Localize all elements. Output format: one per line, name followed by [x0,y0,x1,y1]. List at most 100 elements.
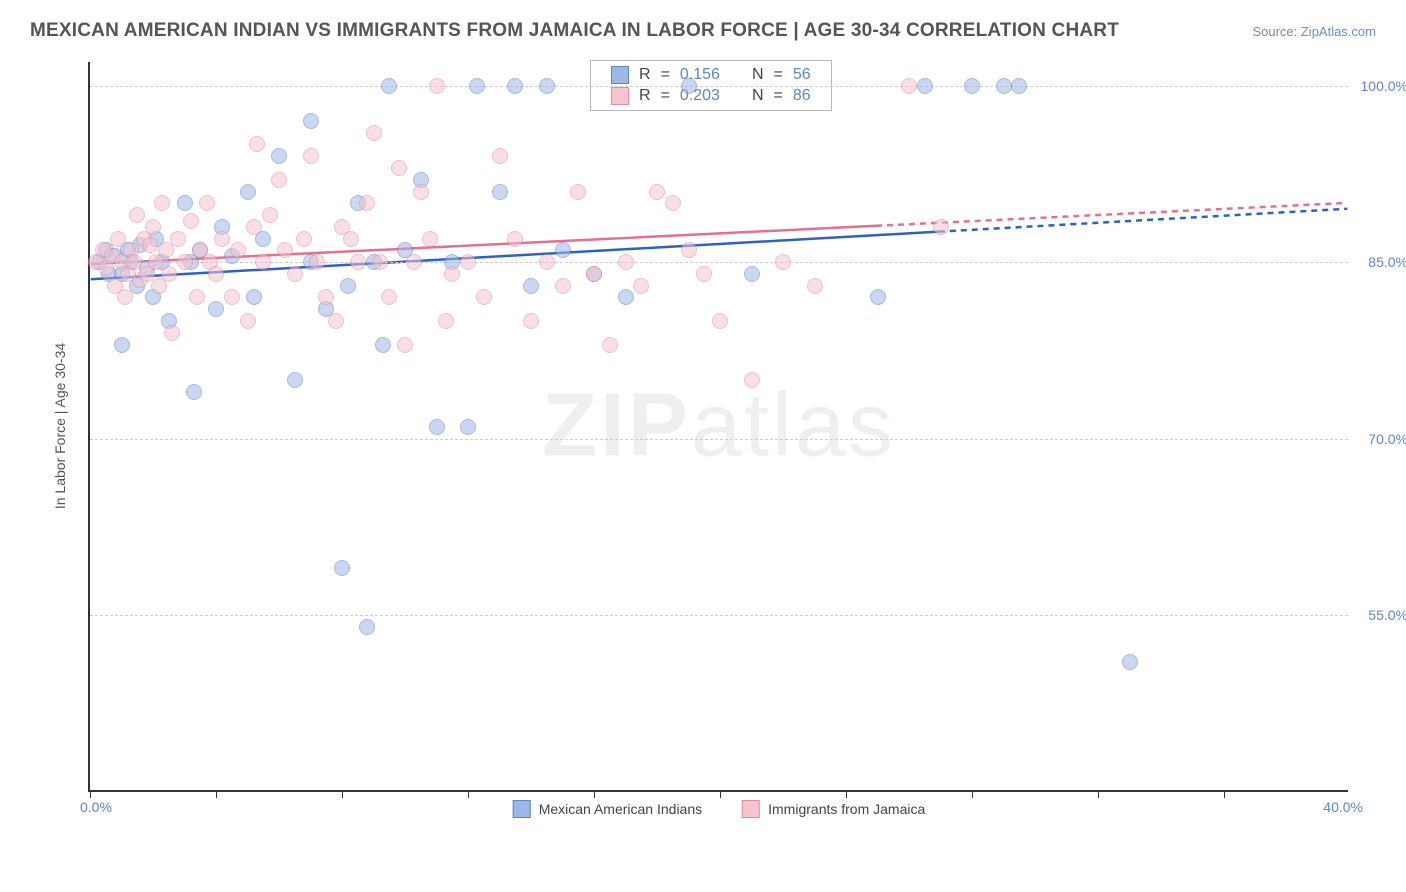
title-row: MEXICAN AMERICAN INDIAN VS IMMIGRANTS FR… [30,20,1376,42]
n-value-1: 56 [793,66,811,84]
scatter-marker [444,266,460,282]
bottom-swatch-1 [513,800,531,818]
scatter-marker [240,313,256,329]
scatter-marker [189,289,205,305]
x-tick [1224,790,1225,798]
scatter-marker [372,254,388,270]
scatter-marker [681,78,697,94]
scatter-marker [1011,78,1027,94]
scatter-marker [359,195,375,211]
scatter-marker [744,372,760,388]
scatter-marker [142,237,158,253]
scatter-marker [618,289,634,305]
y-axis-title: In Labor Force | Age 30-34 [52,343,68,509]
gridline [90,615,1348,616]
scatter-marker [523,278,539,294]
scatter-marker [406,254,422,270]
scatter-marker [618,254,634,270]
scatter-marker [183,213,199,229]
scatter-marker [350,254,366,270]
scatter-marker [381,78,397,94]
scatter-marker [177,195,193,211]
x-tick [720,790,721,798]
chart-area: ZIPatlas In Labor Force | Age 30-34 R = … [38,52,1368,842]
watermark: ZIPatlas [542,375,896,478]
scatter-marker [246,219,262,235]
scatter-marker [570,184,586,200]
scatter-marker [429,419,445,435]
x-tick [342,790,343,798]
legend-row-series1: R = 0.156 N = 56 [611,66,811,84]
scatter-marker [303,113,319,129]
scatter-marker [224,289,240,305]
x-tick [468,790,469,798]
scatter-marker [287,372,303,388]
scatter-marker [665,195,681,211]
series-name-2: Immigrants from Jamaica [768,801,925,817]
scatter-marker [539,78,555,94]
scatter-marker [469,78,485,94]
chart-title: MEXICAN AMERICAN INDIAN VS IMMIGRANTS FR… [30,20,1119,42]
scatter-marker [1122,654,1138,670]
scatter-marker [170,231,186,247]
scatter-marker [523,313,539,329]
scatter-marker [199,195,215,211]
scatter-marker [230,242,246,258]
y-tick-label: 55.0% [1368,607,1406,623]
scatter-marker [413,184,429,200]
scatter-marker [271,172,287,188]
scatter-marker [340,278,356,294]
legend-row-series2: R = 0.203 N = 86 [611,87,811,105]
scatter-marker [507,78,523,94]
scatter-marker [240,184,256,200]
scatter-marker [287,266,303,282]
source-link[interactable]: ZipAtlas.com [1301,24,1376,39]
scatter-marker [744,266,760,282]
scatter-marker [438,313,454,329]
scatter-marker [161,266,177,282]
scatter-marker [422,231,438,247]
scatter-marker [649,184,665,200]
scatter-marker [460,419,476,435]
y-tick-label: 100.0% [1361,78,1406,94]
scatter-marker [303,148,319,164]
scatter-marker [539,254,555,270]
gridline [90,86,1348,87]
gridline [90,262,1348,263]
x-tick [216,790,217,798]
scatter-marker [381,289,397,305]
scatter-marker [318,289,334,305]
scatter-marker [277,242,293,258]
x-tick [594,790,595,798]
series-name-1: Mexican American Indians [539,801,702,817]
scatter-marker [964,78,980,94]
scatter-marker [129,207,145,223]
scatter-marker [492,184,508,200]
scatter-marker [633,278,649,294]
scatter-marker [507,231,523,247]
scatter-marker [696,266,712,282]
scatter-marker [359,619,375,635]
scatter-marker [492,148,508,164]
bottom-legend-item-1: Mexican American Indians [513,800,702,818]
y-tick-label: 85.0% [1368,254,1406,270]
scatter-marker [214,231,230,247]
scatter-marker [429,78,445,94]
scatter-marker [460,254,476,270]
series-legend: Mexican American Indians Immigrants from… [513,800,926,818]
scatter-marker [996,78,1012,94]
x-axis-min-label: 0.0% [80,799,112,815]
scatter-marker [186,384,202,400]
scatter-marker [158,242,174,258]
scatter-marker [296,231,312,247]
n-value-2: 86 [793,87,811,105]
scatter-marker [901,78,917,94]
scatter-marker [712,313,728,329]
scatter-marker [870,289,886,305]
scatter-marker [397,337,413,353]
scatter-marker [775,254,791,270]
bottom-swatch-2 [742,800,760,818]
scatter-marker [933,219,949,235]
scatter-marker [114,337,130,353]
scatter-marker [334,560,350,576]
